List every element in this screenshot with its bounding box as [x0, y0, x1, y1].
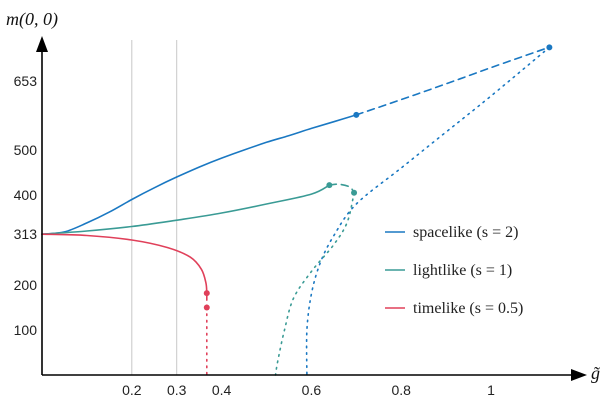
x-tick-label: 0.2 [122, 382, 142, 398]
y-tick-label: 200 [14, 277, 38, 293]
y-axis-arrow-icon [36, 36, 48, 52]
x-tick-label: 0.6 [302, 382, 322, 398]
legend-label-0: spacelike (s = 2) [413, 224, 518, 241]
series-0-dotted-line [305, 46, 551, 376]
series-2-marker [203, 304, 210, 311]
series-1-dotted-line [274, 192, 355, 376]
data-markers [203, 44, 553, 311]
axes: g̃ m(0, 0) [6, 9, 601, 383]
x-axis-title: g̃ [591, 363, 601, 383]
y-tick-label: 100 [14, 322, 38, 338]
y-tick-label: 500 [14, 142, 38, 158]
series-1-dashed-line [328, 183, 355, 194]
y-tick-label: 653 [14, 73, 38, 89]
legend-label-1: lightlike (s = 1) [413, 262, 512, 279]
y-tick-label: 313 [14, 226, 38, 242]
series-1-solid-line [41, 184, 331, 235]
legend-label-2: timelike (s = 0.5) [413, 300, 523, 317]
series-0-dashed-line [355, 46, 551, 116]
x-axis-arrow-icon [571, 369, 587, 381]
gridlines [131, 40, 178, 375]
series-1-marker [351, 189, 358, 196]
series-1-marker [326, 182, 333, 189]
x-tick-label: 0.3 [167, 382, 187, 398]
series-0-marker [353, 111, 360, 118]
x-tick-label: 0.4 [212, 382, 232, 398]
series-0-marker [546, 44, 553, 51]
y-axis-title: m(0, 0) [6, 9, 58, 30]
series-0-solid-line [41, 114, 358, 235]
series-2-solid-line [41, 233, 208, 294]
x-tick-label: 0.8 [391, 382, 411, 398]
series-2-marker [203, 290, 210, 297]
tick-labels: 0.2 0.3 0.4 0.6 0.8 1 100 200 313 400 500 653 [14, 73, 495, 398]
data-curves [41, 46, 551, 376]
y-tick-label: 400 [14, 187, 38, 203]
x-tick-label: 1 [487, 382, 495, 398]
legend: spacelike (s = 2) lightlike (s = 1) timeli… [385, 224, 523, 317]
